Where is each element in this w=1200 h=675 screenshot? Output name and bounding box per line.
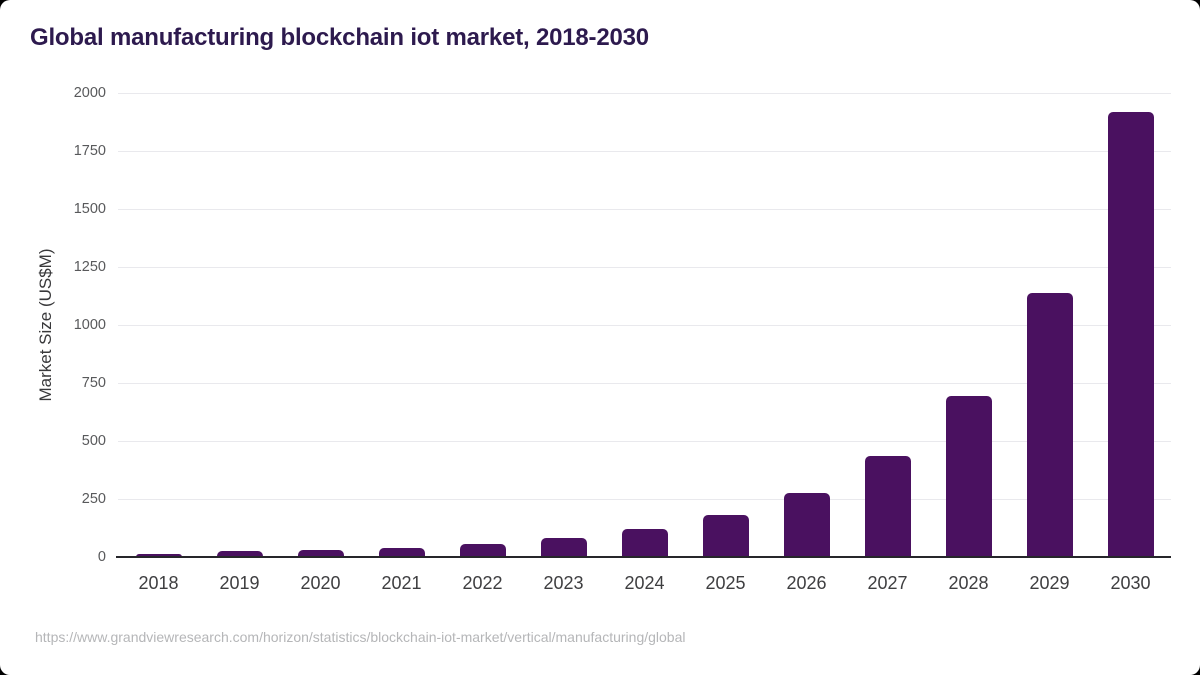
x-tick-label-2029: 2029 bbox=[1029, 573, 1070, 593]
x-tick-label-2018: 2018 bbox=[138, 573, 179, 593]
bar-2028 bbox=[945, 395, 992, 557]
y-tick-label-750: 750 bbox=[81, 375, 106, 391]
gridline-750 bbox=[118, 382, 1171, 384]
x-tick-label-2023: 2023 bbox=[543, 573, 584, 593]
x-tick-label-2028: 2028 bbox=[948, 573, 989, 593]
gridline-250 bbox=[118, 498, 1171, 500]
bar-2019 bbox=[216, 550, 263, 557]
x-tick-label-2025: 2025 bbox=[705, 573, 746, 593]
bar-2020 bbox=[297, 549, 344, 557]
bar-2021 bbox=[378, 547, 425, 557]
x-tick-label-2027: 2027 bbox=[867, 573, 908, 593]
bar-2027 bbox=[864, 456, 911, 557]
x-tick-label-2021: 2021 bbox=[381, 573, 422, 593]
bar-2018 bbox=[135, 553, 182, 557]
bar-2024 bbox=[621, 529, 668, 557]
x-tick-label-2030: 2030 bbox=[1110, 573, 1151, 593]
x-tick-label-2024: 2024 bbox=[624, 573, 665, 593]
gridline-500 bbox=[118, 440, 1171, 442]
gridline-1750 bbox=[118, 150, 1171, 152]
gridline-2000 bbox=[118, 92, 1171, 94]
x-tick-label-2026: 2026 bbox=[786, 573, 827, 593]
bar-2025 bbox=[702, 515, 749, 557]
y-tick-label-1500: 1500 bbox=[73, 201, 106, 217]
y-tick-label-2000: 2000 bbox=[73, 85, 106, 101]
bar-2026 bbox=[783, 493, 830, 557]
x-tick-label-2019: 2019 bbox=[219, 573, 260, 593]
x-axis-line bbox=[116, 555, 1171, 558]
y-tick-label-1750: 1750 bbox=[73, 143, 106, 159]
source-url: https://www.grandviewresearch.com/horizo… bbox=[35, 629, 686, 645]
y-tick-label-1250: 1250 bbox=[73, 259, 106, 275]
bar-2022 bbox=[459, 543, 506, 557]
chart-title: Global manufacturing blockchain iot mark… bbox=[30, 24, 649, 51]
y-tick-label-250: 250 bbox=[81, 491, 106, 507]
y-tick-label-0: 0 bbox=[97, 549, 106, 565]
bar-2029 bbox=[1026, 292, 1073, 557]
gridline-1000 bbox=[118, 324, 1171, 326]
gridline-1500 bbox=[118, 208, 1171, 210]
x-tick-label-2022: 2022 bbox=[462, 573, 503, 593]
bar-2023 bbox=[540, 537, 587, 557]
y-tick-label-1000: 1000 bbox=[73, 317, 106, 333]
bar-2030 bbox=[1107, 111, 1154, 557]
x-tick-label-2020: 2020 bbox=[300, 573, 341, 593]
gridline-1250 bbox=[118, 266, 1171, 268]
y-tick-label-500: 500 bbox=[81, 433, 106, 449]
